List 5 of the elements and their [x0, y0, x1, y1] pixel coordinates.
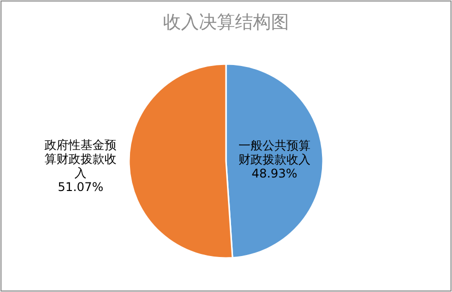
slice-label: 政府性基金预算财政拨款收入 — [44, 138, 117, 180]
slice-label: 一般公共预算财政拨款收入 — [238, 138, 310, 166]
data-label: 51.07% — [58, 180, 104, 194]
data-label: 48.93% — [252, 166, 298, 180]
chart-title: 收入决算结构图 — [163, 12, 289, 33]
